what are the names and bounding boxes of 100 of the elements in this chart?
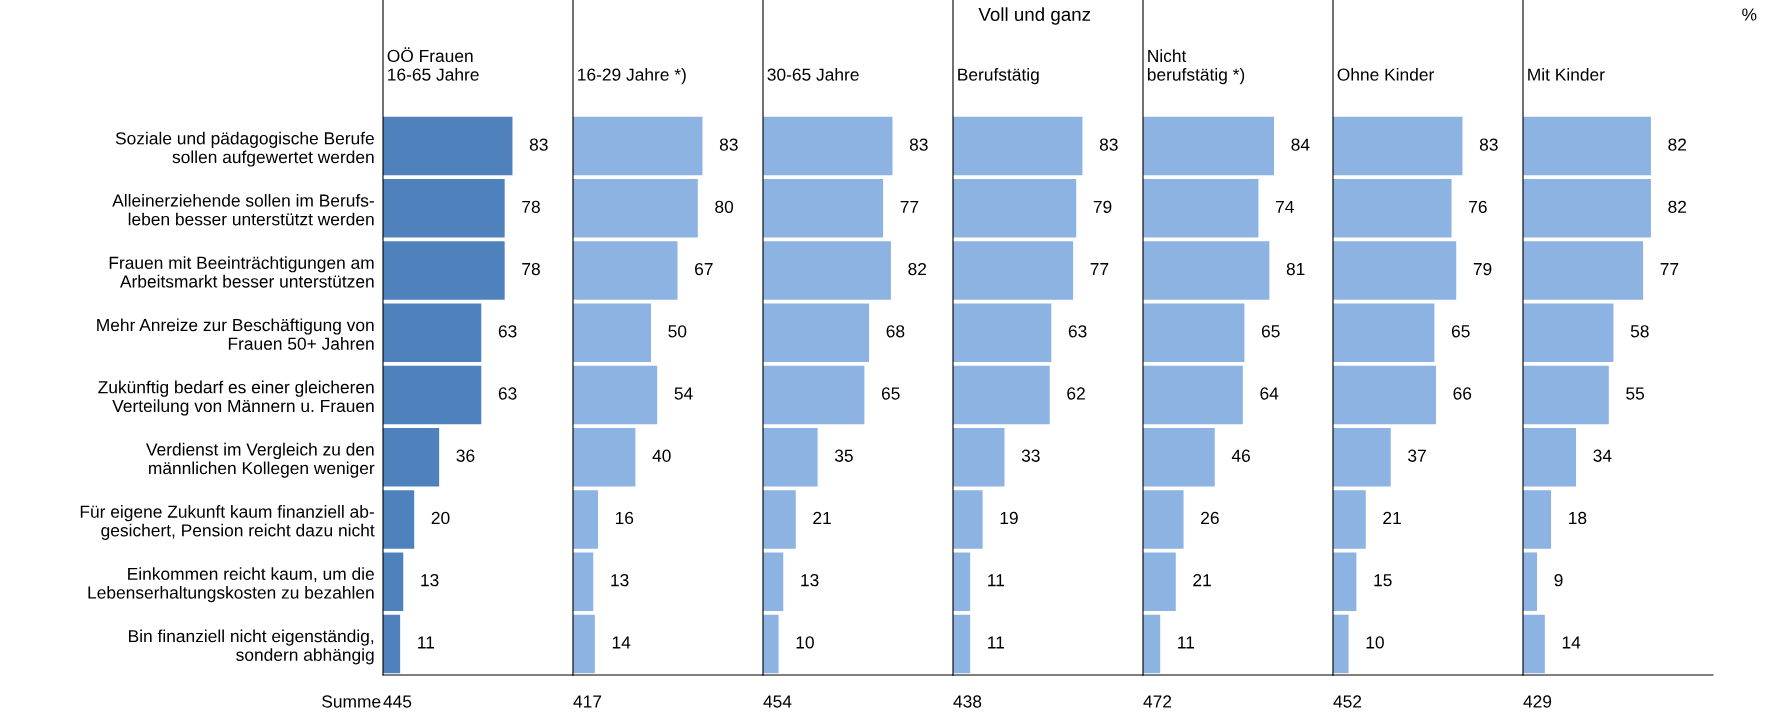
- bar: [1523, 241, 1644, 300]
- y-tick-label: Einkommen reicht kaum, um die Lebenserhaltungskosten zu bezahlen: [88, 567, 374, 603]
- chart-subtitle: 30-65 Jahre: [767, 68, 859, 81]
- bar: [1143, 490, 1184, 549]
- bar: [1143, 552, 1176, 611]
- data-label: 82: [1668, 200, 1687, 213]
- text: 454: [763, 695, 792, 708]
- data-label: 14: [1562, 636, 1581, 649]
- data-label: 11: [1178, 636, 1195, 649]
- bar: [383, 427, 440, 487]
- data-label: 77: [1090, 263, 1109, 276]
- y-tick-label: Für eigene Zukunft kaum finanziell ab- gesichert, Pension reicht dazu nicht: [80, 505, 375, 540]
- bar: [573, 241, 678, 300]
- bar: [1523, 490, 1552, 549]
- data-label: 11: [418, 636, 435, 649]
- data-label: 83: [719, 138, 738, 151]
- bar: [953, 365, 1050, 425]
- data-label: 26: [1201, 511, 1219, 525]
- bar: [953, 116, 1083, 176]
- bar: [1523, 303, 1614, 363]
- data-label: 15: [1374, 574, 1392, 587]
- data-label: 16: [615, 511, 634, 525]
- data-label: 78: [522, 262, 540, 276]
- bar: [1333, 365, 1436, 425]
- bar: [1333, 552, 1357, 611]
- data-label: 62: [1067, 387, 1085, 400]
- data-label: 66: [1453, 387, 1472, 400]
- y-tick-label: Zukünftig bedarf es einer gleicheren Verteilung von Männern u. Frauen: [98, 380, 374, 416]
- data-label: 80: [715, 200, 734, 213]
- bar: [1333, 427, 1391, 487]
- data-label: 83: [1479, 138, 1498, 151]
- y-tick-label: Frauen mit Beeinträchtigungen am Arbeitsmarkt besser unterstützen: [109, 256, 374, 288]
- bar: [953, 427, 1005, 487]
- chart-title: Voll und ganz: [978, 7, 1091, 25]
- data-label: 81: [1286, 262, 1305, 276]
- data-label: 13: [801, 574, 819, 587]
- bar: [1143, 427, 1215, 487]
- bar: [1143, 365, 1243, 425]
- chart-subtitle: OÖ Frauen 16-65 Jahre: [387, 47, 479, 81]
- data-label: 9: [1554, 574, 1563, 587]
- bar: [383, 116, 513, 176]
- text: 445: [383, 695, 412, 708]
- y-tick-label: Bin finanziell nicht eigenständig, sondern abhängig: [129, 629, 374, 665]
- data-label: 63: [498, 325, 517, 338]
- data-label: 74: [1275, 200, 1294, 213]
- data-label: 79: [1473, 262, 1492, 276]
- bar: [1143, 116, 1275, 176]
- text: 438: [953, 695, 982, 708]
- data-label: 21: [1193, 574, 1211, 587]
- data-label: 67: [695, 262, 713, 276]
- y-tick-label: Alleinerziehende sollen im Berufs- leben besser unterstützt werden: [112, 193, 374, 226]
- data-label: 14: [612, 636, 631, 649]
- data-label: 46: [1231, 449, 1250, 462]
- bar: [953, 614, 971, 674]
- bar: [763, 427, 818, 487]
- data-label: 21: [813, 511, 831, 524]
- data-label: 33: [1021, 449, 1040, 462]
- data-label: 13: [421, 574, 439, 587]
- y-tick-label: Mehr Anreize zur Beschäftigung von Frauen 50+ Jahren: [97, 318, 374, 350]
- text: Summe: [322, 695, 381, 708]
- bar: [953, 303, 1052, 363]
- bar: [1333, 303, 1435, 363]
- data-label: 83: [909, 138, 928, 151]
- data-label: 11: [988, 636, 1005, 649]
- text: 429: [1523, 695, 1552, 708]
- data-label: 64: [1260, 387, 1279, 400]
- chart-subtitle: Nicht berufstätig *): [1147, 49, 1245, 85]
- data-label: 58: [1630, 325, 1649, 338]
- bar: [1523, 427, 1577, 487]
- bar: [1333, 116, 1463, 176]
- data-label: 65: [1451, 325, 1470, 338]
- data-label: 36: [456, 449, 475, 462]
- bar: [953, 241, 1074, 300]
- bar: [1143, 179, 1259, 238]
- data-label: 11: [988, 574, 1005, 587]
- data-label: 65: [1261, 325, 1280, 338]
- data-label: 21: [1383, 511, 1401, 524]
- data-label: 40: [652, 449, 671, 462]
- bar: [383, 241, 505, 300]
- bar: [573, 365, 658, 425]
- bar: [763, 552, 784, 611]
- bar: [1333, 241, 1457, 300]
- bar: [763, 490, 796, 549]
- bar: [763, 614, 779, 674]
- bar: [763, 303, 870, 363]
- bar: [763, 365, 865, 425]
- bar: [383, 490, 415, 549]
- data-label: 76: [1469, 200, 1487, 213]
- bar: [953, 490, 983, 549]
- text: 452: [1333, 695, 1362, 708]
- bar: [1143, 303, 1245, 363]
- chart-subtitle: Ohne Kinder: [1337, 68, 1434, 81]
- bar: [383, 365, 482, 425]
- data-label: 82: [1668, 138, 1687, 151]
- data-label: 35: [834, 449, 853, 462]
- text: %: [1742, 8, 1757, 21]
- bar: [383, 179, 505, 238]
- data-label: 77: [900, 200, 919, 213]
- bar: [1523, 365, 1609, 425]
- data-label: 18: [1569, 511, 1587, 525]
